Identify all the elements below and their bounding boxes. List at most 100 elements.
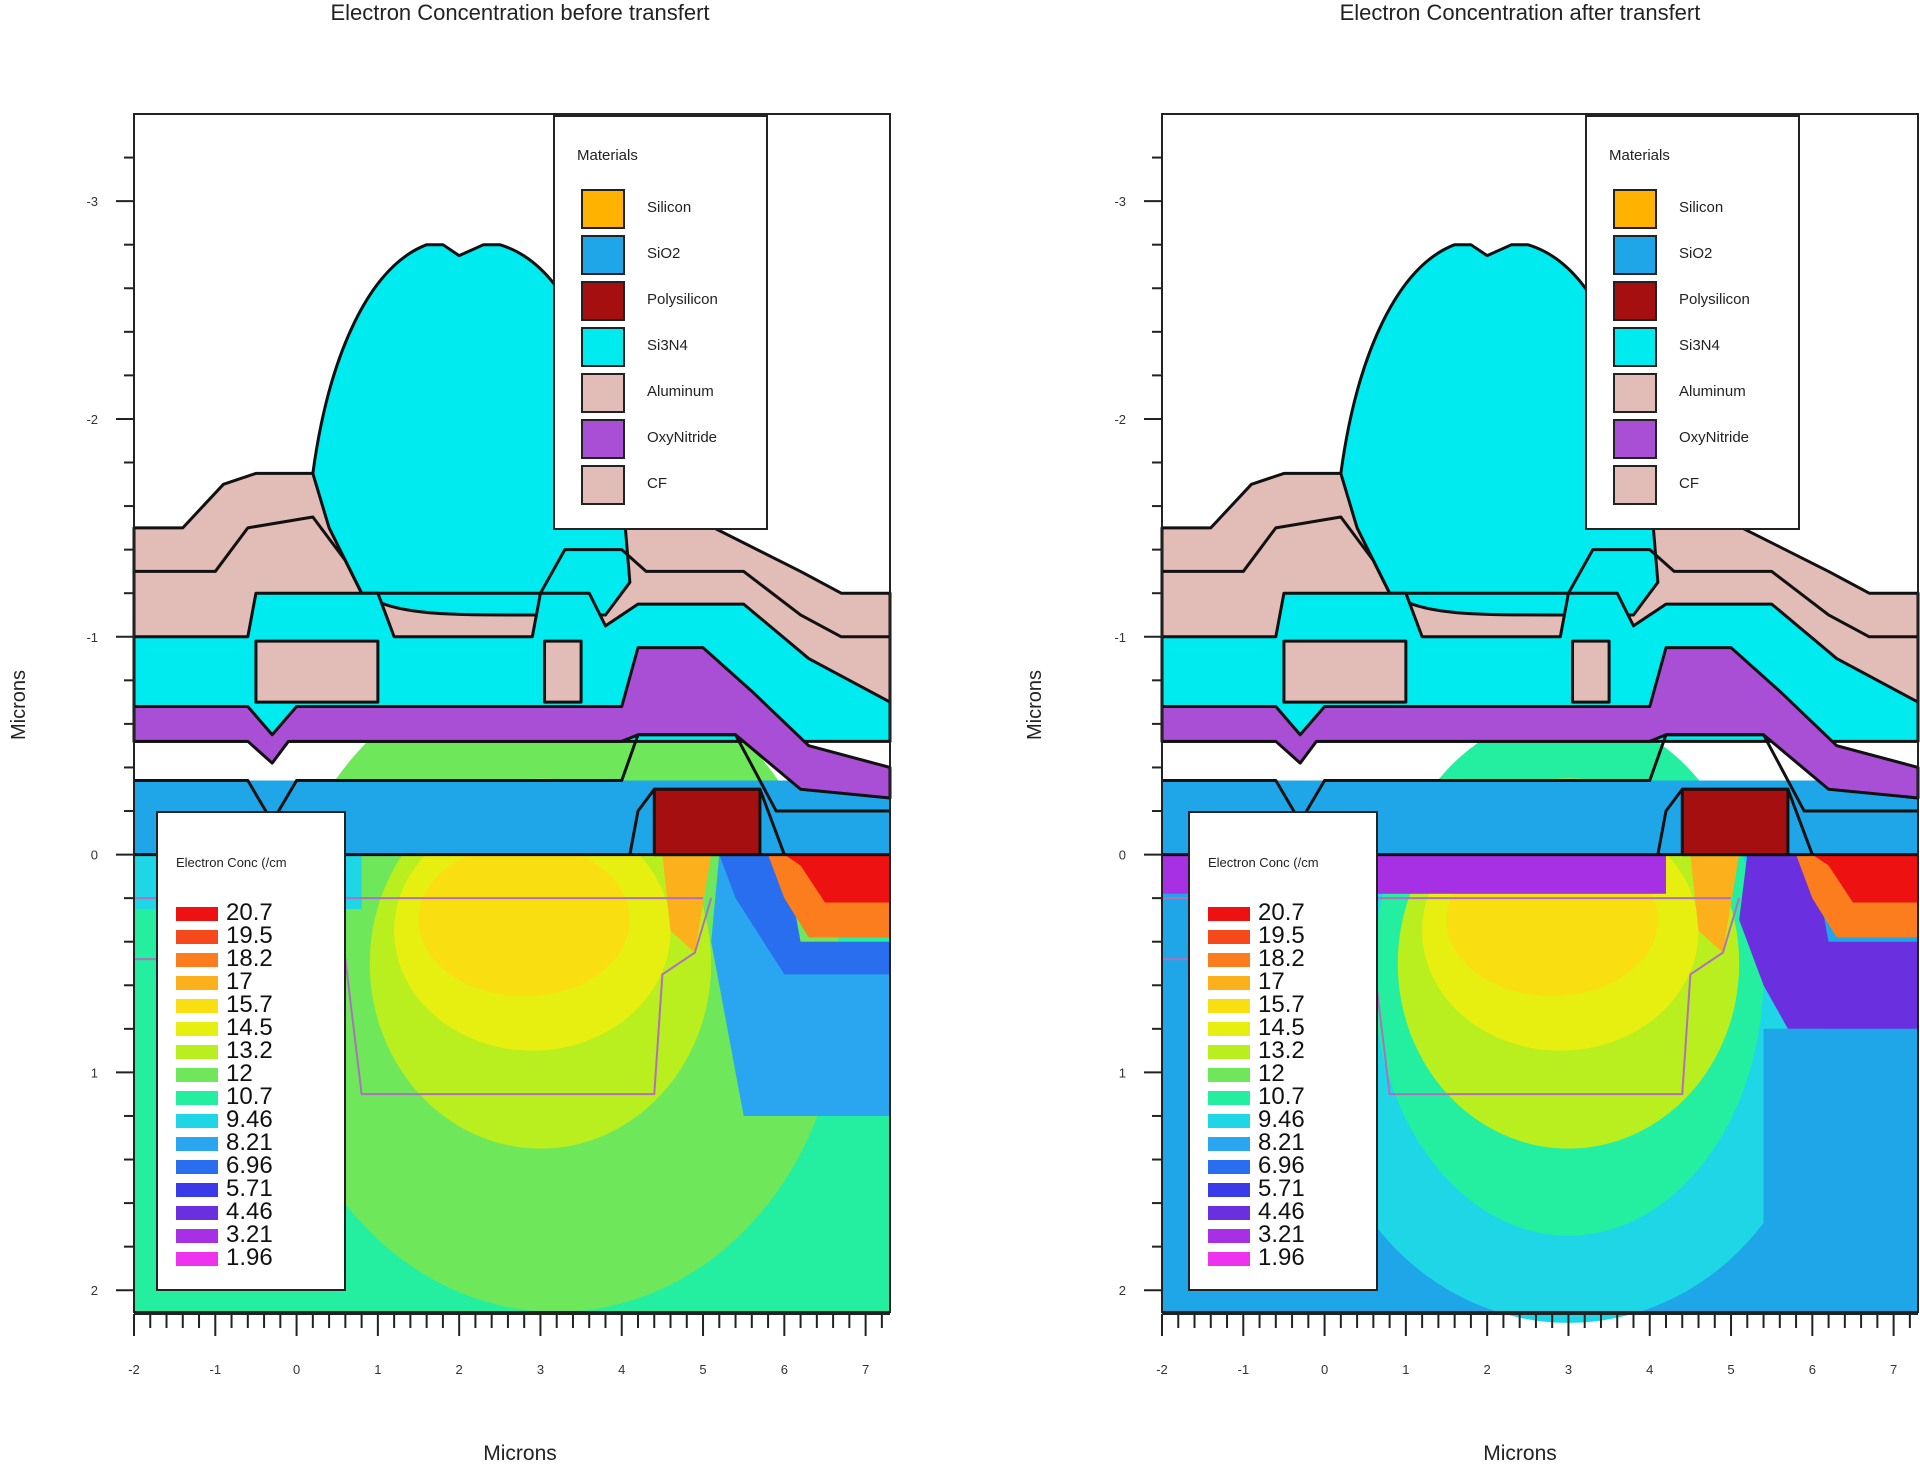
drain-contour bbox=[719, 854, 890, 975]
colorbar-swatch bbox=[176, 976, 218, 990]
colorbar-swatch bbox=[176, 1137, 218, 1151]
x-tick-label: -2 bbox=[1156, 1362, 1168, 1377]
aluminum-block bbox=[254, 639, 380, 704]
drain-region bbox=[1812, 854, 1918, 903]
colorbar-label: 6.96 bbox=[226, 1152, 273, 1179]
colorbar-swatch bbox=[176, 1252, 218, 1266]
colorbar-legend: Electron Conc (/cm 20.7 19.5 18.2 17 15.7 14.… bbox=[1188, 811, 1378, 1291]
y-tick-label: 1 bbox=[91, 1065, 98, 1080]
colorbar-title: Electron Conc (/cm bbox=[1208, 855, 1319, 870]
colorbar-label: 10.7 bbox=[1258, 1083, 1305, 1110]
colorbar-label: 3.21 bbox=[226, 1221, 273, 1248]
colorbar-label: 4.46 bbox=[1258, 1198, 1305, 1225]
colorbar-swatch bbox=[176, 1068, 218, 1082]
material-label: CF bbox=[1679, 475, 1699, 492]
colorbar-swatch bbox=[1208, 1137, 1250, 1151]
colorbar-label: 17 bbox=[226, 968, 253, 995]
colorbar-label: 1.96 bbox=[1258, 1244, 1305, 1271]
colorbar-swatch bbox=[1208, 930, 1250, 944]
material-swatch bbox=[1613, 235, 1657, 275]
colorbar-title: Electron Conc (/cm bbox=[176, 855, 287, 870]
colorbar-label: 5.71 bbox=[1258, 1175, 1305, 1202]
y-tick-label: -3 bbox=[86, 194, 98, 209]
colorbar-label: 18.2 bbox=[1258, 945, 1305, 972]
x-tick-label: 5 bbox=[699, 1362, 706, 1377]
chart-title: Electron Concentration before transfert bbox=[330, 0, 710, 25]
material-label: OxyNitride bbox=[1679, 429, 1750, 446]
polysilicon-gate bbox=[652, 787, 762, 857]
material-swatch bbox=[1613, 373, 1657, 413]
x-axis-label: Microns bbox=[483, 1442, 557, 1465]
x-tick-label: 3 bbox=[537, 1362, 544, 1377]
colorbar-label: 14.5 bbox=[1258, 1014, 1305, 1041]
colorbar-swatch bbox=[1208, 1183, 1250, 1197]
y-tick-label: 0 bbox=[1119, 848, 1126, 863]
colorbar-label: 13.2 bbox=[226, 1037, 273, 1064]
sio2-outline bbox=[1162, 733, 1918, 824]
colorbar-label: 5.71 bbox=[226, 1175, 273, 1202]
colorbar-swatch bbox=[1208, 999, 1250, 1013]
colorbar-swatch bbox=[176, 1091, 218, 1105]
x-tick-label: 0 bbox=[1321, 1362, 1328, 1377]
plot-frame bbox=[1161, 113, 1919, 1313]
material-label: Polysilicon bbox=[647, 291, 718, 308]
colorbar-label: 12 bbox=[1258, 1060, 1285, 1087]
material-label: CF bbox=[647, 475, 667, 492]
colorbar-swatch bbox=[176, 1114, 218, 1128]
aluminum-block bbox=[1282, 639, 1408, 704]
colorbar-label: 14.5 bbox=[226, 1014, 273, 1041]
substrate-contour bbox=[1763, 1028, 1918, 1312]
colorbar-label: 19.5 bbox=[1258, 922, 1305, 949]
materials-legend: Materials Silicon SiO2 Polysilicon Si3N4 Alu… bbox=[553, 115, 768, 530]
material-label: SiO2 bbox=[1679, 245, 1713, 262]
colorbar-label: 19.5 bbox=[226, 922, 273, 949]
colorbar-swatch bbox=[1208, 953, 1250, 967]
colorbar-swatch bbox=[176, 953, 218, 967]
material-swatch bbox=[1613, 189, 1657, 229]
colorbar-label: 1.96 bbox=[226, 1244, 273, 1271]
colorbar-swatch bbox=[176, 907, 218, 921]
material-label: Polysilicon bbox=[1679, 291, 1750, 308]
colorbar-label: 12 bbox=[226, 1060, 253, 1087]
source-region bbox=[662, 854, 712, 953]
aluminum-block bbox=[543, 639, 583, 704]
polysilicon-gate bbox=[1680, 787, 1790, 857]
colorbar-swatch bbox=[176, 1229, 218, 1243]
colorbar-swatch bbox=[1208, 907, 1250, 921]
y-tick-label: -2 bbox=[1114, 412, 1126, 427]
material-label: Aluminum bbox=[1679, 383, 1746, 400]
material-swatch bbox=[1613, 327, 1657, 367]
x-tick-label: 4 bbox=[618, 1362, 625, 1377]
x-tick-label: 7 bbox=[862, 1362, 869, 1377]
aluminum-block bbox=[1571, 639, 1611, 704]
x-tick-label: -1 bbox=[1238, 1362, 1250, 1377]
material-swatch bbox=[581, 281, 625, 321]
material-swatch bbox=[581, 419, 625, 459]
colorbar-swatch bbox=[176, 1022, 218, 1036]
drain-contour bbox=[1739, 854, 1918, 1029]
y-tick-label: 0 bbox=[91, 848, 98, 863]
x-tick-label: 2 bbox=[1484, 1362, 1491, 1377]
drain-region bbox=[784, 854, 890, 903]
x-tick-label: 2 bbox=[456, 1362, 463, 1377]
colorbar-label: 3.21 bbox=[1258, 1221, 1305, 1248]
sio2-outline bbox=[134, 733, 890, 824]
colorbar-swatch bbox=[1208, 1022, 1250, 1036]
material-label: Si3N4 bbox=[647, 337, 688, 354]
y-tick-label: -1 bbox=[86, 630, 98, 645]
chart-title: Electron Concentration after transfert bbox=[1339, 0, 1701, 25]
colorbar-swatch bbox=[1208, 1229, 1250, 1243]
x-tick-label: -2 bbox=[128, 1362, 140, 1377]
x-tick-label: 5 bbox=[1727, 1362, 1734, 1377]
colorbar-swatch bbox=[176, 1206, 218, 1220]
colorbar-label: 8.21 bbox=[226, 1129, 273, 1156]
material-label: SiO2 bbox=[647, 245, 681, 262]
colorbar-swatch bbox=[1208, 976, 1250, 990]
colorbar-legend: Electron Conc (/cm 20.7 19.5 18.2 17 15.7 14.… bbox=[156, 811, 346, 1291]
colorbar-label: 20.7 bbox=[1258, 899, 1305, 926]
material-label: OxyNitride bbox=[647, 429, 718, 446]
colorbar-swatch bbox=[176, 999, 218, 1013]
colorbar-swatch bbox=[1208, 1252, 1250, 1266]
colorbar-label: 9.46 bbox=[226, 1106, 273, 1133]
